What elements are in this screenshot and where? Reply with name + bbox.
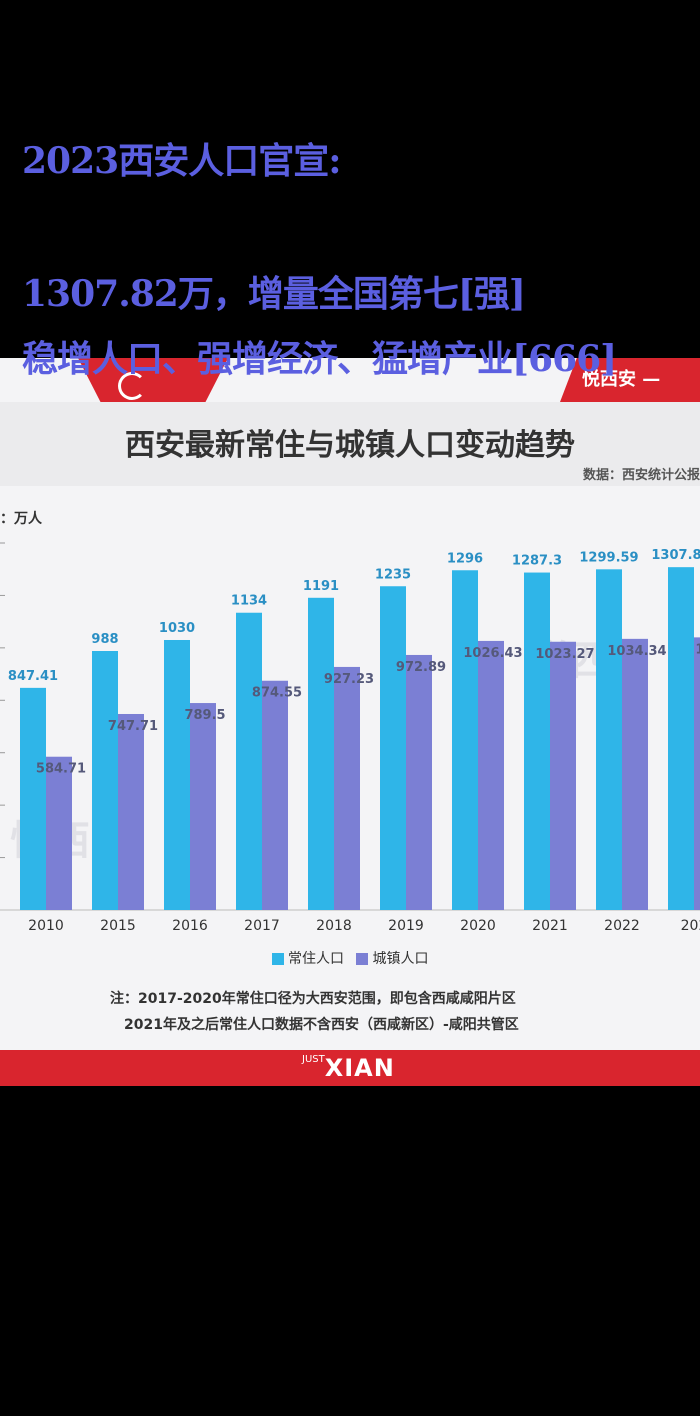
bar-resident xyxy=(452,570,478,910)
footer-logo: JUSTXIAN xyxy=(302,1054,395,1082)
x-tick-label: 2010 xyxy=(28,918,64,934)
data-label-resident: 1235 xyxy=(375,567,411,582)
bar-urban xyxy=(406,654,432,910)
data-label-urban: 747.71 xyxy=(108,719,158,734)
x-tick-label: 2020 xyxy=(460,918,496,934)
bar-chart: 847.41 584.71 2010 988 747.71 2015 1030 789.5 20… xyxy=(0,542,700,934)
x-tick-label: 2017 xyxy=(244,918,280,934)
x-tick-label: 2022 xyxy=(604,918,640,934)
legend-label-urban: 城镇人口 xyxy=(372,951,429,967)
data-label-resident: 1296 xyxy=(447,551,483,566)
bar-resident xyxy=(596,569,622,910)
bar-urban xyxy=(478,640,504,910)
footer-band: JUSTXIAN xyxy=(0,1050,700,1086)
y-unit-label: ：万人 xyxy=(0,511,42,527)
bar-urban xyxy=(550,641,576,910)
chart-note-1: 注：2017-2020年常住口径为大西安范围，即包含西咸咸阳片区 xyxy=(110,991,516,1007)
bar-resident xyxy=(524,572,550,910)
caption-line-3: 稳增人口、强增经济、猛增产业[666] xyxy=(22,338,617,380)
bar-urban xyxy=(46,756,72,910)
bar-resident xyxy=(380,586,406,910)
caption-line-1: 2023西安人口官宣: xyxy=(22,140,341,182)
chart-card: 悦西安 — 西安最新常住与城镇人口变动趋势 数据：西安统计公报 ：万人 悦西安 … xyxy=(0,358,700,1086)
title-band: 西安最新常住与城镇人口变动趋势 数据：西安统计公报 xyxy=(0,402,700,486)
x-tick-label: 2018 xyxy=(316,918,352,934)
bar-urban xyxy=(694,637,700,910)
brand-logo-left xyxy=(78,358,228,402)
data-label-resident: 1307.82 xyxy=(651,548,700,563)
legend-swatch-urban xyxy=(356,953,369,965)
x-tick-label: 202 xyxy=(681,918,700,934)
data-label-resident: 1134 xyxy=(231,594,267,609)
data-label-urban: 104 xyxy=(695,642,700,657)
data-label-resident: 1030 xyxy=(159,621,195,636)
data-label-resident: 1299.59 xyxy=(579,550,638,565)
data-label-urban: 874.55 xyxy=(252,686,302,701)
bar-resident xyxy=(20,687,46,910)
x-tick-label: 2015 xyxy=(100,918,136,934)
data-label-resident: 847.41 xyxy=(8,669,58,684)
data-label-urban: 927.23 xyxy=(324,672,374,687)
data-label-urban: 1026.43 xyxy=(463,646,522,661)
bar-resident xyxy=(92,651,118,910)
bar-resident xyxy=(164,639,190,910)
data-source: 数据：西安统计公报 xyxy=(582,468,700,483)
bar-urban xyxy=(262,680,288,910)
footer-logo-big: XIAN xyxy=(324,1054,395,1082)
brand-name-top-right: 悦西安 — xyxy=(560,358,700,402)
data-label-resident: 1191 xyxy=(303,579,339,594)
bar-resident xyxy=(668,567,694,910)
data-label-urban: 584.71 xyxy=(36,762,86,777)
data-label-urban: 1023.27 xyxy=(535,647,594,662)
data-label-resident: 988 xyxy=(91,632,118,647)
x-tick-label: 2021 xyxy=(532,918,568,934)
legend-swatch-resident xyxy=(272,953,284,965)
legend-item-urban: 城镇人口 xyxy=(356,948,428,968)
bar-resident xyxy=(308,597,334,910)
chart-title: 西安最新常住与城镇人口变动趋势 xyxy=(125,428,575,463)
footer-logo-small: JUST xyxy=(302,1054,325,1065)
bar-urban xyxy=(622,638,648,910)
data-label-urban: 1034.34 xyxy=(607,644,666,659)
data-label-resident: 1287.3 xyxy=(512,554,562,569)
bar-resident xyxy=(236,612,262,910)
x-tick-label: 2019 xyxy=(388,918,424,934)
bar-urban xyxy=(190,703,216,910)
bar-urban xyxy=(334,666,360,910)
x-tick-label: 2016 xyxy=(172,918,208,934)
brand-logo-mark-icon xyxy=(118,372,146,400)
card-top-bar: 悦西安 — xyxy=(0,358,700,402)
data-label-urban: 972.89 xyxy=(396,660,446,675)
chart-note-2: 2021年及之后常住人口数据不含西安（西咸新区）-咸阳共管区 xyxy=(124,1017,519,1033)
legend-item-resident: 常住人口 xyxy=(272,948,344,968)
legend-label-resident: 常住人口 xyxy=(288,951,344,967)
bar-urban xyxy=(118,713,144,910)
caption-line-2: 1307.82万，增量全国第七[强] xyxy=(22,273,526,315)
data-label-urban: 789.5 xyxy=(184,708,225,723)
legend: 常住人口 城镇人口 xyxy=(272,948,436,968)
